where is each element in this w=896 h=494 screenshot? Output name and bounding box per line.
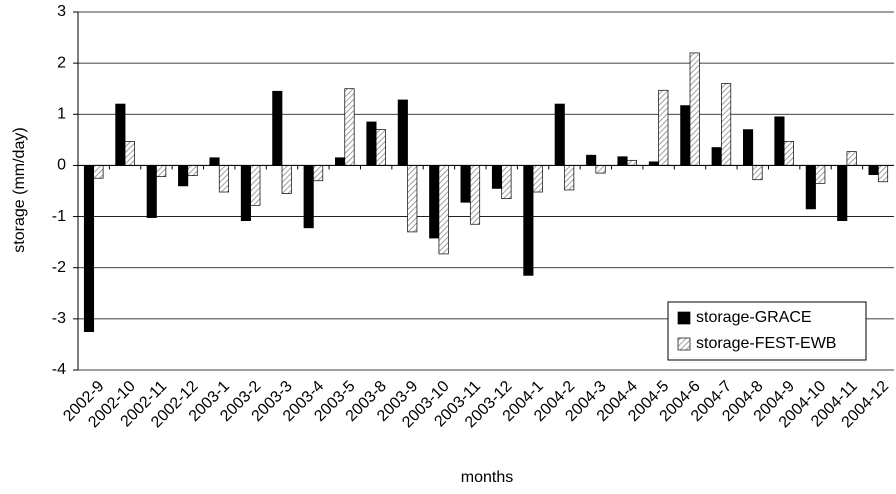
bar [407, 165, 418, 233]
bar [877, 165, 889, 183]
bar [156, 165, 167, 178]
bar [554, 103, 565, 166]
bar [815, 165, 826, 184]
bar [124, 141, 135, 166]
bar [438, 165, 449, 255]
bar [595, 165, 606, 174]
bar [846, 151, 857, 166]
legend-box [667, 301, 867, 361]
y-tick-label: 3 [57, 3, 66, 20]
y-tick-label: 1 [57, 106, 66, 123]
bar [366, 121, 377, 166]
bar [187, 165, 198, 177]
y-tick-label: 2 [57, 54, 66, 71]
bar [460, 165, 471, 203]
bar [743, 129, 754, 166]
legend-swatch [677, 337, 691, 351]
bar [240, 165, 251, 222]
bar [805, 165, 816, 210]
bar [658, 89, 669, 166]
bar [281, 165, 292, 194]
bar [272, 90, 283, 166]
legend-swatch [677, 311, 691, 325]
bar [648, 161, 659, 166]
bar [626, 159, 637, 166]
bar [721, 83, 732, 166]
bar [752, 165, 763, 181]
x-axis-label: months [461, 469, 513, 486]
bar [689, 52, 700, 166]
bar [115, 103, 126, 166]
bar [837, 165, 848, 222]
bar [146, 165, 157, 218]
y-tick-label: 0 [57, 157, 66, 174]
bar [523, 165, 534, 276]
bar [868, 165, 879, 175]
bar [344, 88, 355, 166]
bar [375, 129, 386, 166]
bar [303, 165, 314, 229]
y-tick-label: -1 [52, 208, 66, 225]
bar [711, 147, 722, 166]
bar [532, 165, 543, 193]
bar [397, 99, 408, 166]
y-tick-label: -2 [52, 259, 66, 276]
bar [564, 165, 575, 191]
bar [586, 154, 597, 166]
legend-label: storage-FEST-EWB [696, 335, 836, 352]
legend-label: storage-GRACE [696, 309, 812, 326]
bar [680, 105, 691, 166]
bar [93, 165, 104, 179]
bar [313, 165, 324, 182]
bar [774, 116, 785, 166]
bar [209, 157, 220, 166]
y-tick-label: -4 [52, 361, 66, 378]
bar [429, 165, 440, 239]
bar [501, 165, 512, 200]
bar [491, 165, 503, 189]
bar [335, 157, 346, 166]
y-tick-label: -3 [52, 310, 66, 327]
bar [178, 165, 189, 187]
bar [218, 165, 229, 193]
bar [250, 165, 261, 206]
bar [469, 165, 481, 225]
bar [783, 141, 794, 166]
bar [83, 165, 95, 332]
bar [617, 156, 628, 166]
y-axis-label: storage (mm/day) [11, 127, 28, 252]
